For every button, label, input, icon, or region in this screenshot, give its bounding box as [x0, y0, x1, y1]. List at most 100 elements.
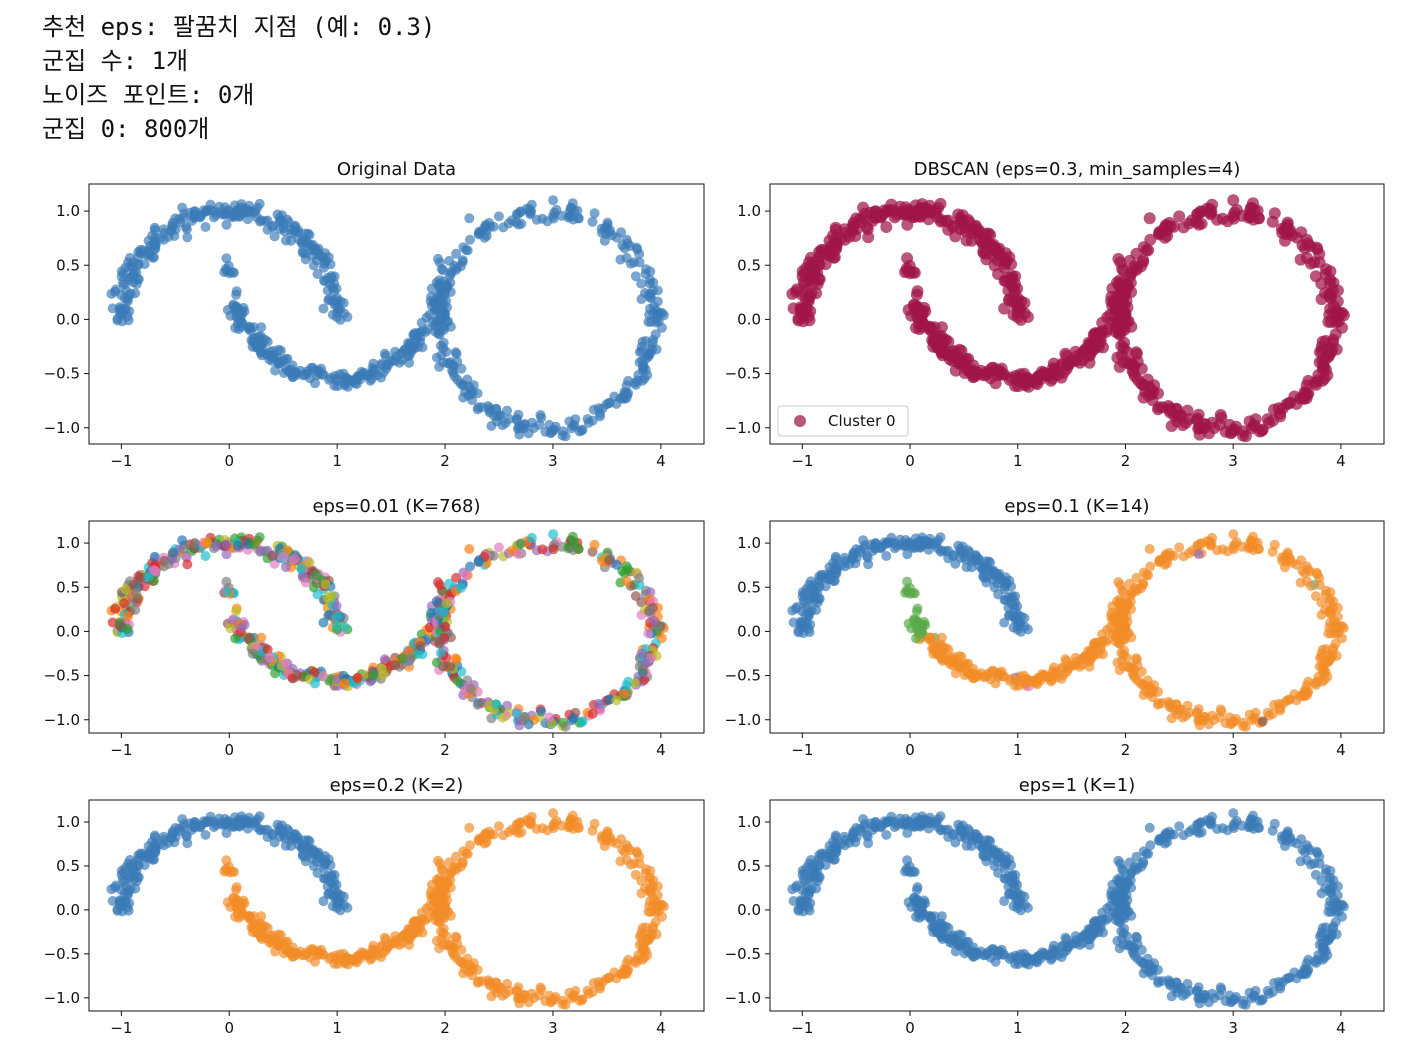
- data-point: [1320, 658, 1331, 669]
- data-point: [1207, 532, 1218, 543]
- data-point: [857, 201, 870, 214]
- data-point: [1309, 270, 1322, 283]
- data-point: [280, 937, 291, 948]
- y-tick-label: 1.0: [737, 813, 761, 831]
- data-point: [511, 415, 522, 425]
- y-tick-label: −0.5: [44, 667, 80, 685]
- data-point: [1131, 653, 1142, 664]
- data-point: [942, 335, 955, 348]
- data-point: [368, 368, 379, 379]
- data-point: [791, 603, 802, 614]
- data-point: [254, 532, 265, 543]
- data-point: [945, 345, 957, 358]
- data-point: [621, 576, 632, 587]
- data-point: [339, 678, 350, 689]
- data-point: [278, 830, 289, 841]
- data-point: [318, 303, 329, 314]
- data-point: [405, 653, 416, 664]
- data-point: [639, 373, 650, 384]
- data-point: [221, 865, 232, 876]
- data-point: [1313, 248, 1326, 260]
- console-line: 군집 0: 800개: [42, 115, 210, 143]
- data-point: [332, 899, 343, 910]
- data-point: [961, 840, 972, 851]
- data-point: [902, 539, 913, 550]
- data-point: [1283, 226, 1296, 239]
- data-point: [339, 956, 350, 967]
- data-point: [434, 858, 445, 869]
- data-point: [1174, 542, 1185, 553]
- data-point: [1224, 990, 1235, 1001]
- y-tick-label: 0.0: [56, 622, 80, 640]
- data-point: [139, 259, 150, 270]
- chart-panel: Original Data−1 0 1 2 3 4−1.0−0.50.00.51.0: [44, 159, 705, 470]
- data-point: [567, 531, 578, 542]
- data-point: [131, 267, 142, 278]
- data-point: [270, 668, 281, 679]
- data-point: [968, 951, 979, 962]
- data-point: [201, 538, 212, 549]
- data-point: [961, 937, 972, 948]
- data-point: [1144, 822, 1155, 833]
- data-point: [262, 336, 273, 347]
- data-point: [830, 239, 843, 252]
- y-tick-label: 0.5: [56, 256, 80, 274]
- data-point: [863, 838, 874, 849]
- data-point: [791, 882, 802, 893]
- data-point: [537, 544, 548, 555]
- data-point: [1196, 817, 1206, 828]
- data-point: [645, 289, 656, 300]
- data-point: [902, 818, 913, 829]
- data-point: [621, 252, 632, 263]
- data-point: [800, 261, 813, 274]
- data-point: [621, 958, 632, 969]
- data-point: [1059, 347, 1072, 360]
- data-point: [901, 206, 914, 219]
- data-point: [339, 377, 350, 388]
- data-point: [318, 949, 329, 960]
- data-point: [1111, 351, 1124, 364]
- data-point: [573, 822, 584, 833]
- data-point: [434, 329, 445, 340]
- y-tick-label: 0.5: [737, 578, 761, 596]
- data-point: [177, 202, 188, 213]
- data-point: [523, 428, 534, 439]
- x-tick-label: 0: [905, 1019, 915, 1037]
- data-point: [491, 977, 502, 988]
- data-point: [947, 829, 958, 840]
- console-line: 노이즈 포인트: 0개: [42, 81, 255, 109]
- data-point: [445, 357, 456, 368]
- data-point: [567, 198, 578, 209]
- data-point: [1176, 419, 1189, 432]
- data-point: [1284, 555, 1295, 566]
- data-point: [960, 234, 973, 247]
- data-point: [452, 954, 463, 964]
- data-point: [1012, 879, 1023, 890]
- data-point: [1329, 615, 1339, 626]
- data-point: [232, 819, 243, 830]
- data-point: [404, 339, 415, 350]
- data-point: [201, 206, 212, 217]
- data-point: [573, 213, 584, 224]
- data-point: [1136, 861, 1147, 872]
- data-point: [472, 404, 483, 415]
- data-point: [1011, 282, 1024, 295]
- data-point: [999, 949, 1009, 960]
- data-point: [426, 291, 437, 302]
- data-point: [803, 902, 814, 913]
- scatter-points: [106, 529, 669, 732]
- data-point: [645, 605, 656, 616]
- data-point: [452, 374, 463, 385]
- data-point: [519, 419, 530, 430]
- data-point: [1318, 372, 1331, 385]
- data-point: [935, 321, 948, 334]
- data-point: [946, 931, 956, 942]
- data-point: [863, 559, 874, 570]
- data-point: [934, 197, 947, 210]
- scatter-points: [787, 808, 1349, 1010]
- data-point: [352, 672, 363, 683]
- data-point: [300, 254, 311, 265]
- data-point: [843, 230, 856, 243]
- data-point: [950, 946, 961, 957]
- data-point: [232, 540, 243, 551]
